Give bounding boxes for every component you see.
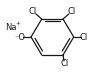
Text: Cl: Cl [29,7,37,16]
Text: Na: Na [5,23,16,32]
Text: ⁻O: ⁻O [14,32,25,42]
Text: Cl: Cl [79,32,88,42]
Text: Cl: Cl [61,59,69,68]
Text: Cl: Cl [68,7,76,16]
Text: +: + [15,21,20,26]
